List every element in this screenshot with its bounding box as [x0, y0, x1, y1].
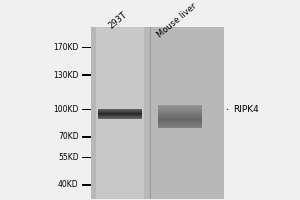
Bar: [158, 112, 202, 113]
Bar: [91, 27, 224, 199]
Bar: [158, 109, 202, 110]
Bar: [158, 123, 202, 124]
Bar: [98, 109, 142, 110]
Bar: [98, 117, 142, 118]
Bar: [82, 109, 91, 110]
Bar: [158, 125, 202, 126]
Bar: [158, 108, 202, 109]
Bar: [158, 106, 202, 107]
Bar: [158, 107, 202, 108]
Bar: [97, 27, 144, 199]
Bar: [98, 111, 142, 112]
Bar: [82, 184, 91, 186]
Bar: [158, 118, 202, 119]
Bar: [158, 110, 202, 111]
Bar: [158, 120, 202, 121]
Bar: [158, 105, 202, 106]
Bar: [158, 117, 202, 118]
Text: 70KD: 70KD: [58, 132, 79, 141]
Text: 100KD: 100KD: [53, 105, 79, 114]
Bar: [158, 116, 202, 117]
Bar: [158, 113, 202, 114]
Bar: [82, 136, 91, 138]
Bar: [82, 157, 91, 158]
Bar: [150, 27, 151, 199]
Text: Mouse liver: Mouse liver: [155, 1, 198, 39]
Bar: [82, 47, 91, 48]
Bar: [98, 110, 142, 111]
Bar: [158, 114, 202, 115]
Bar: [158, 124, 202, 125]
Bar: [158, 121, 202, 122]
Bar: [98, 118, 142, 119]
Bar: [98, 114, 142, 115]
Text: RIPK4: RIPK4: [227, 105, 259, 114]
Bar: [158, 119, 202, 120]
Bar: [98, 113, 142, 114]
Bar: [98, 112, 142, 113]
Bar: [158, 127, 202, 128]
Bar: [98, 115, 142, 116]
Bar: [158, 111, 202, 112]
Bar: [158, 115, 202, 116]
Text: 170KD: 170KD: [53, 43, 79, 52]
Text: 130KD: 130KD: [53, 71, 79, 80]
Text: 293T: 293T: [106, 10, 128, 30]
Bar: [156, 27, 203, 199]
Bar: [98, 116, 142, 117]
Bar: [158, 122, 202, 123]
Text: 55KD: 55KD: [58, 153, 79, 162]
Text: 40KD: 40KD: [58, 180, 79, 189]
Bar: [82, 74, 91, 76]
Bar: [158, 126, 202, 127]
